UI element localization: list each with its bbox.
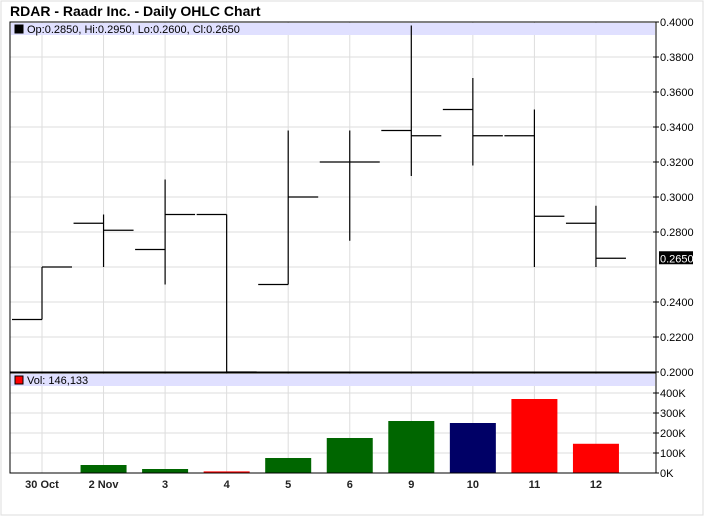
volume-tick-label: 200K (660, 428, 686, 440)
date-label: 3 (162, 479, 168, 491)
price-legend-swatch (14, 24, 24, 34)
price-tick-label: 0.3400 (660, 122, 694, 134)
volume-bar (265, 458, 312, 473)
price-tick-label: 0.3200 (660, 157, 694, 169)
date-label: 12 (590, 479, 602, 491)
volume-tick-label: 0K (660, 468, 674, 480)
chart-title: RDAR - Raadr Inc. - Daily OHLC Chart (10, 3, 261, 19)
date-label: 10 (467, 479, 479, 491)
price-tick-label: 0.3600 (660, 87, 694, 99)
volume-bar (142, 469, 189, 473)
date-label: 6 (347, 479, 353, 491)
date-label: 2 Nov (89, 479, 120, 491)
date-label: 5 (285, 479, 291, 491)
volume-bar (449, 423, 496, 473)
volume-legend-swatch (14, 375, 24, 385)
price-tick-label: 0.3800 (660, 52, 694, 64)
price-tick-label: 0.3000 (660, 192, 694, 204)
volume-legend-text: Vol: 146,133 (27, 375, 88, 387)
volume-tick-label: 300K (660, 408, 686, 420)
volume-tick-label: 100K (660, 448, 686, 460)
date-label: 11 (529, 479, 541, 491)
last-price-marker (659, 251, 693, 265)
date-label: 9 (408, 479, 414, 491)
outer-frame (0, 0, 704, 516)
volume-bar (572, 443, 619, 473)
date-label: 4 (224, 479, 231, 491)
price-tick-label: 0.4000 (660, 17, 694, 29)
price-tick-label: 0.2400 (660, 297, 694, 309)
price-tick-label: 0.2000 (660, 367, 694, 379)
volume-legend-band (11, 374, 655, 386)
price-tick-label: 0.2800 (660, 227, 694, 239)
volume-bar (203, 471, 250, 473)
price-legend-band (11, 23, 655, 35)
volume-bar (326, 438, 373, 473)
volume-bar (388, 421, 435, 473)
volume-bar (80, 465, 127, 473)
price-tick-label: 0.2200 (660, 332, 694, 344)
last-price-label: 0.2650 (660, 253, 694, 265)
volume-tick-label: 400K (660, 388, 686, 400)
volume-bar (511, 399, 558, 473)
date-label: 30 Oct (25, 479, 59, 491)
price-legend-text: Op:0.2850, Hi:0.2950, Lo:0.2600, Cl:0.26… (27, 24, 240, 36)
